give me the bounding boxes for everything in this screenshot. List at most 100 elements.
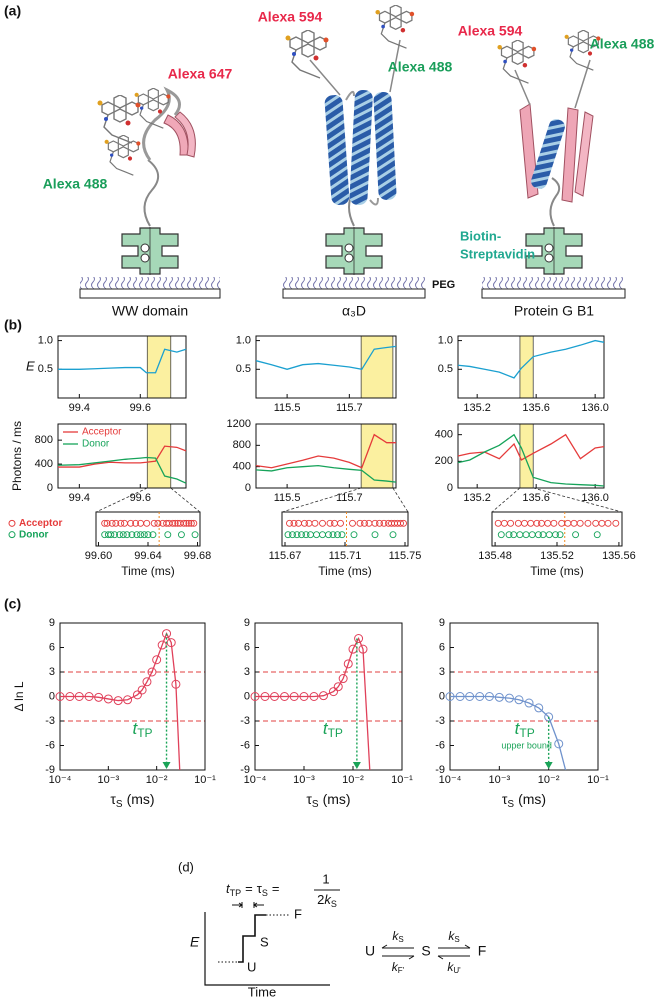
data-point [65,692,75,701]
x-tick-label: 115.5 [274,402,301,414]
rich-label: tTP [515,719,535,740]
photon [329,531,337,539]
data-point [152,655,162,665]
y-tick-label: 6 [49,641,55,653]
x-tick-label: 135.48 [478,550,512,562]
photon [558,519,566,527]
photon [564,519,572,527]
y-tick-label: 0.5 [438,363,453,375]
rate-label: kS [392,929,403,944]
data-point [260,692,270,701]
level-label: U [247,959,256,974]
symbol: t [323,719,329,738]
x-tick-label: 99.6 [130,492,151,504]
dye-label: Alexa 647 [168,66,233,82]
symbol: τ [110,791,116,807]
y-tick-label: 9 [439,617,445,629]
x-tick-label: 135.6 [522,492,550,504]
x-tick-label: 135.2 [463,402,491,414]
y-axis-label: Photons / ms [10,421,24,491]
photon [137,531,145,539]
photon [307,531,314,539]
tp-arrowhead [544,762,553,769]
x-tick-label: 10⁻² [342,774,364,786]
x-tick-label: 135.6 [522,402,550,414]
photon [117,519,125,527]
legend-marker [8,531,16,539]
data-point [445,692,455,701]
number: 2 [317,892,324,907]
y-tick-label: 0 [245,482,251,494]
data-point [329,687,339,697]
fit-line [60,632,181,771]
y-tick-label: 0 [439,690,445,702]
photon [510,531,518,539]
y-tick-label: 6 [244,641,250,653]
photon [356,519,364,527]
x-tick-label: 135.56 [602,550,636,562]
legend-label: Acceptor [82,427,122,438]
photon [284,531,292,539]
panel-label: (d) [178,859,194,874]
x-tick-label: 115.5 [274,492,301,504]
construct-name: Protein G B1 [514,303,594,319]
y-tick-label: 400 [35,458,53,470]
photon [545,531,553,539]
photon [604,519,612,527]
y-tick-label: -6 [240,739,250,751]
zoom-connector [491,487,521,513]
x-tick-label: 135.52 [540,550,574,562]
y-tick-label: 0 [49,690,55,702]
photon [177,531,185,539]
data-point [465,692,475,701]
symbol: k [392,960,399,974]
symbol: τ [306,791,312,807]
y-tick-label: 3 [49,666,55,678]
x-tick-label: 10⁻¹ [194,774,216,786]
photon [539,531,547,539]
x-tick-label: 99.4 [69,492,90,504]
photon [389,531,397,539]
photon [289,531,296,539]
y-tick-label: 0.5 [38,363,53,375]
subscript: S [398,935,403,944]
photon [149,531,157,539]
tp-arrowhead [352,762,361,769]
data-point [318,691,328,701]
y-tick-label: 9 [244,617,250,629]
photon [522,531,530,539]
photon [570,519,578,527]
denominator: 2kS [317,892,337,909]
construct-name: WW domain [112,303,188,319]
photon [180,519,188,527]
dye-label: Alexa 594 [258,9,323,25]
photon [103,519,111,527]
data-point [534,703,544,713]
data-point [348,644,358,654]
photon [182,519,190,527]
zoom-connector [392,487,409,513]
photon [584,519,592,527]
photon [612,519,620,527]
photon [116,531,123,539]
photon [169,519,177,527]
data-point [250,692,260,701]
photon [538,519,545,527]
photon [598,519,606,527]
y-tick-label: -9 [45,764,55,776]
x-axis-label: Time (ms) [318,564,372,578]
y-tick-label: 0.5 [236,363,251,375]
symbol: τ [502,791,508,807]
photon [592,519,600,527]
photon [112,519,120,527]
data-point [137,685,147,695]
x-tick-label: 115.67 [269,550,302,562]
zoom-connector [95,487,148,513]
rich-label: tTP [323,719,343,740]
level-label: S [260,934,269,949]
x-tick-label: 99.68 [184,550,212,562]
x-tick-label: 10⁻⁴ [244,774,267,786]
y-tick-label: 3 [244,666,250,678]
symbol: τ [257,881,263,896]
